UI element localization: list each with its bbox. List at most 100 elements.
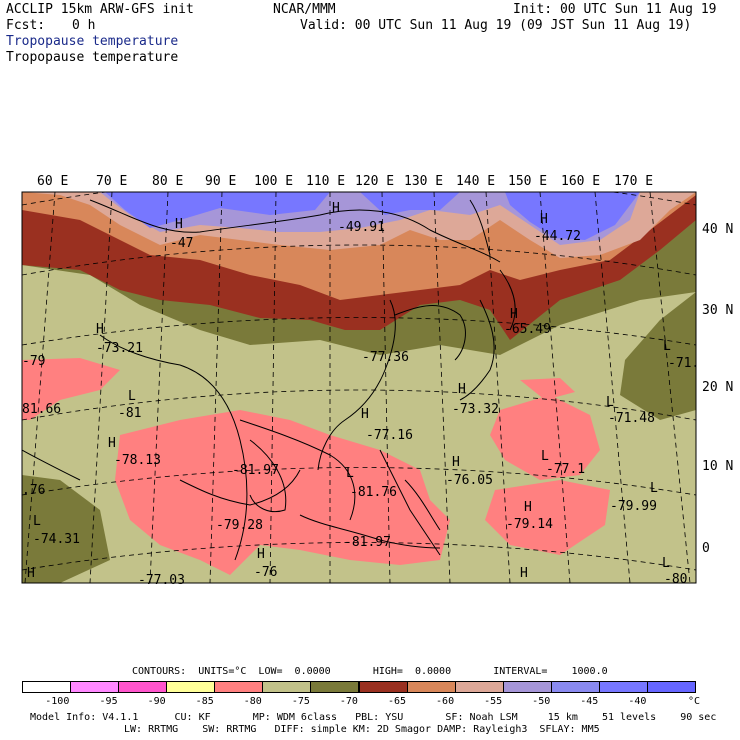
fill-gt-m45-west: [105, 192, 330, 228]
latitude-label: 40 N: [702, 222, 733, 237]
colorbar-swatch: [502, 681, 552, 693]
graticule: [22, 192, 696, 583]
model-info: Model Info: V4.1.1 CU: KF MP: WDM 6class…: [30, 712, 717, 723]
extreme-value-label: -81.97: [344, 535, 391, 550]
extreme-value-label: -77.16: [366, 428, 413, 443]
colorbar-tick-label: -85: [195, 696, 214, 707]
extreme-value-label: -47: [170, 236, 193, 251]
fill-m85-m80-pacific-2: [485, 480, 610, 555]
colorbar-swatch: [454, 681, 504, 693]
colorbar-swatch: [358, 681, 408, 693]
colorbar-tick-label: -80: [243, 696, 262, 707]
extreme-type-marker: H: [108, 436, 116, 451]
extreme-value-label: -77.03: [138, 573, 185, 588]
extreme-type-marker: L: [650, 481, 658, 496]
colorbar-tick-label: -100: [45, 696, 70, 707]
colorbar-swatch: [646, 681, 696, 693]
colorbar-swatch: [262, 681, 312, 693]
extreme-value-label: -79: [22, 354, 45, 369]
extreme-value-label: -73.21: [96, 341, 143, 356]
fill-m85-m80-pacific-3: [520, 378, 575, 400]
colorbar-tick-label: -60: [436, 696, 455, 707]
extreme-value-label: -49.91: [338, 220, 385, 235]
extreme-value-label: -78.13: [114, 453, 161, 468]
latitude-labels: 40 N 30 N 20 N 10 N 0: [702, 222, 733, 556]
extreme-type-marker: L: [33, 514, 41, 529]
temperature-fill-layer: [22, 192, 696, 583]
colorbar-tick-label: -50: [532, 696, 551, 707]
extreme-type-marker: L: [541, 449, 549, 464]
extreme-type-marker: H: [96, 322, 104, 337]
longitude-label: 100 E: [254, 174, 293, 189]
extreme-value-label: -71.48: [608, 411, 655, 426]
forecast-label: Fcst:: [6, 18, 46, 33]
extreme-type-marker: H: [257, 547, 265, 562]
extreme-type-marker: H: [520, 566, 528, 581]
colorbar-swatch: [550, 681, 600, 693]
longitude-labels: 60 E 70 E 80 E 90 E 100 E 110 E 120 E 130 E 140 …: [37, 174, 653, 189]
longitude-label: 160 E: [561, 174, 600, 189]
extreme-value-label: .76: [22, 483, 45, 498]
colorbar-tick-label: -40: [628, 696, 647, 707]
model-physics: LW: RRTMG SW: RRTMG DIFF: simple KM: 2D …: [124, 724, 600, 735]
colorbar-swatch: [22, 681, 72, 693]
latitude-label: 0: [702, 541, 710, 556]
fill-gt-m45-east: [505, 192, 640, 240]
colorbar-tick-label: -65: [387, 696, 407, 707]
extreme-value-label: -65.49: [504, 322, 551, 337]
colorbar-swatch: [70, 681, 120, 693]
extreme-type-marker: H: [510, 307, 518, 322]
colorbar-swatch: [598, 681, 648, 693]
extreme-value-label: -44.72: [534, 229, 581, 244]
longitude-label: 60 E: [37, 174, 68, 189]
colorbar-swatch: [310, 681, 360, 693]
extreme-value-label: -81.97: [232, 463, 279, 478]
colorbar-tick-label: -75: [291, 696, 310, 707]
extreme-type-marker: H: [332, 201, 340, 216]
extreme-value-label: -76.05: [446, 473, 493, 488]
extreme-type-marker: H: [458, 382, 466, 397]
colorbar-tick-label: -70: [339, 696, 358, 707]
longitude-label: 130 E: [404, 174, 443, 189]
colorbar-unit: °C: [688, 696, 701, 707]
valid-time: Valid: 00 UTC Sun 11 Aug 19 (09 JST Sun …: [300, 18, 692, 33]
extreme-type-marker: L: [663, 339, 671, 354]
map-frame: [21, 191, 697, 584]
longitude-label: 70 E: [96, 174, 127, 189]
longitude-label: 90 E: [205, 174, 236, 189]
extreme-value-label: -79.99: [610, 499, 657, 514]
colorbar-tick-label: -45: [580, 696, 599, 707]
colorbar-swatch: [214, 681, 264, 693]
extreme-value-label: -80: [664, 572, 687, 587]
extreme-value-label: -73.32: [452, 402, 499, 417]
contour-info: CONTOURS: UNITS=°C LOW= 0.0000 HIGH= 0.0…: [132, 666, 608, 677]
colorbar-swatch: [406, 681, 456, 693]
fill-m75-m70-east: [620, 292, 696, 420]
extreme-type-marker: L: [128, 389, 136, 404]
extreme-value-label: -77.1: [546, 462, 585, 477]
extreme-value-label: -76: [254, 565, 277, 580]
latitude-label: 20 N: [702, 380, 733, 395]
extreme-type-marker: L: [346, 466, 354, 481]
colorbar-swatch: [166, 681, 216, 693]
colorbar-tick-label: -55: [484, 696, 503, 707]
colorbar-tick-label: -90: [147, 696, 166, 707]
extreme-value-label: -71.: [668, 356, 699, 371]
extreme-type-marker: H: [452, 455, 460, 470]
latitude-label: 30 N: [702, 303, 733, 318]
longitude-label: 120 E: [355, 174, 394, 189]
extreme-value-label: -79.14: [506, 517, 553, 532]
extreme-value-label: -81.76: [350, 485, 397, 500]
extreme-type-marker: L: [606, 395, 614, 410]
extreme-type-marker: H: [27, 566, 35, 581]
extreme-type-marker: H: [175, 217, 183, 232]
extreme-type-marker: H: [540, 212, 548, 227]
extreme-labels: H-47H-49.91H-44.72H-73.21H-65.49-77.36-7…: [22, 201, 699, 588]
fill-m85-m80-west: [22, 358, 120, 420]
fill-m75-m70-sw: [22, 475, 110, 583]
model-title: ACCLIP 15km ARW-GFS init: [6, 2, 194, 17]
colorbar-swatch: [118, 681, 168, 693]
org-label: NCAR/MMM: [273, 2, 336, 17]
fill-m85-m80-pacific-1: [490, 395, 600, 480]
